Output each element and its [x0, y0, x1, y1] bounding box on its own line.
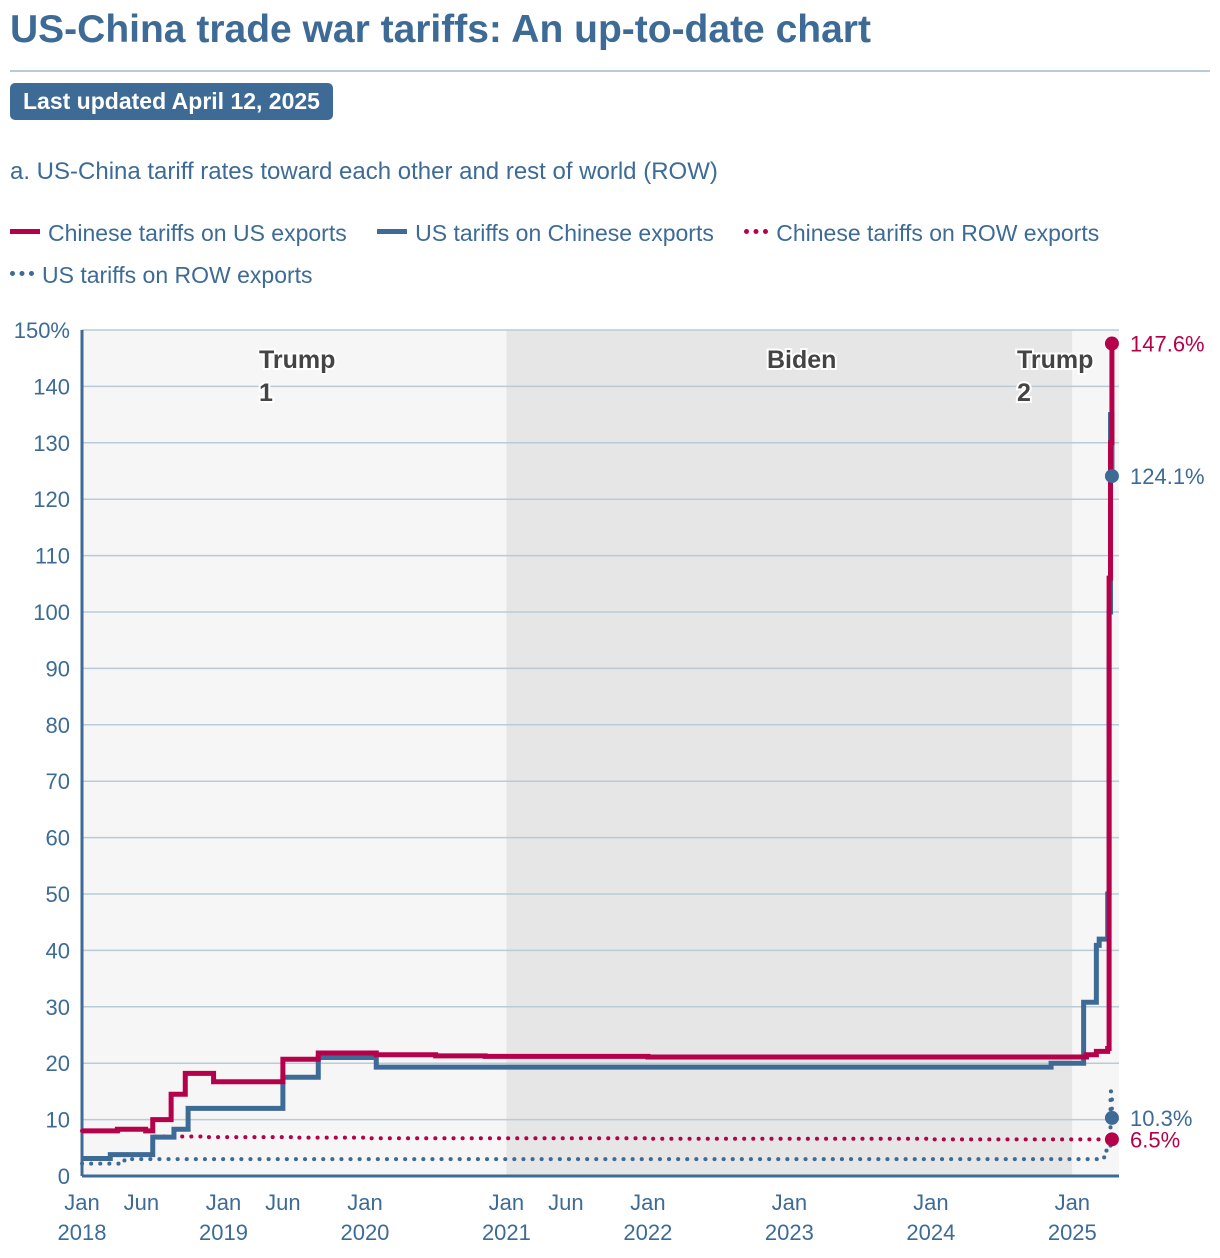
x-tick-year-label: 2022: [623, 1220, 672, 1245]
legend-swatch-dotted-red: [744, 229, 769, 235]
y-tick-label: 100: [33, 600, 70, 625]
x-tick-label: Jun: [124, 1190, 159, 1215]
series-end-marker: [1104, 469, 1119, 484]
page-title: US-China trade war tariffs: An up-to-dat…: [10, 8, 871, 51]
period-shade-0: [82, 330, 507, 1176]
x-tick-label: Jun: [548, 1190, 583, 1215]
series-end-marker: [1104, 336, 1119, 351]
series-end-label: 6.5%: [1130, 1127, 1180, 1152]
chart-subtitle: a. US-China tariff rates toward each oth…: [10, 158, 718, 185]
x-tick-label: Jan: [1055, 1190, 1090, 1215]
y-tick-label: 130: [33, 431, 70, 456]
legend-label: Chinese tariffs on US exports: [48, 220, 347, 246]
x-tick-year-label: 2018: [58, 1220, 107, 1245]
legend-swatch-solid-blue: [377, 229, 408, 235]
x-tick-year-label: 2023: [765, 1220, 814, 1245]
x-tick-label: Jun: [265, 1190, 300, 1215]
series-line-us-tariffs-on-row-exports: [80, 1089, 1114, 1166]
y-tick-label: 60: [46, 826, 70, 851]
y-tick-label: 80: [46, 713, 70, 738]
y-tick-label: 110: [35, 544, 70, 569]
series-end-label: 147.6%: [1130, 332, 1205, 357]
x-tick-year-label: 2020: [340, 1220, 389, 1245]
series-end-marker: [1104, 1132, 1119, 1147]
period-label-line2: 2: [1017, 379, 1031, 407]
x-tick-year-label: 2024: [906, 1220, 955, 1245]
x-tick-label: Jan: [913, 1190, 948, 1215]
period-label-line2: 1: [259, 379, 273, 407]
legend-item-us-tariffs-china: US tariffs on Chinese exports: [377, 212, 714, 254]
x-tick-label: Jan: [630, 1190, 665, 1215]
y-tick-label: 70: [46, 769, 70, 794]
x-tick-year-label: 2019: [199, 1220, 248, 1245]
legend-swatch-solid-red: [10, 229, 40, 235]
x-tick-label: Jan: [64, 1190, 99, 1215]
series-end-label: 10.3%: [1130, 1106, 1192, 1131]
series-end-label: 124.1%: [1130, 464, 1205, 489]
y-tick-label: 140: [33, 374, 70, 399]
y-tick-label: 50: [46, 882, 70, 907]
legend-item-chinese-tariffs-us: Chinese tariffs on US exports: [10, 212, 347, 254]
x-tick-label: Jan: [206, 1190, 241, 1215]
x-tick-label: Jan: [347, 1190, 382, 1215]
y-tick-label: 40: [46, 938, 70, 963]
x-tick-year-label: 2021: [482, 1220, 531, 1245]
y-tick-label: 30: [46, 995, 70, 1020]
period-shade-1: [506, 330, 1073, 1176]
y-tick-label: 0: [58, 1164, 70, 1189]
y-tick-label: 120: [33, 487, 70, 512]
x-tick-year-label: 2025: [1048, 1220, 1097, 1245]
legend-label: Chinese tariffs on ROW exports: [776, 220, 1100, 246]
series-line-chinese-tariffs-on-us-exports: [82, 343, 1115, 1134]
x-tick-label: Jan: [489, 1190, 524, 1215]
y-tick-label: 10: [46, 1108, 70, 1133]
y-tick-label: 90: [46, 656, 70, 681]
period-label: Trump: [259, 346, 335, 374]
legend-swatch-dotted-blue: [10, 271, 34, 277]
series-end-marker: [1104, 1110, 1119, 1125]
legend-label: US tariffs on ROW exports: [42, 262, 313, 288]
y-tick-label: 20: [46, 1051, 70, 1076]
chart-legend: Chinese tariffs on US exports US tariffs…: [10, 212, 1190, 296]
period-label: Trump: [1017, 346, 1093, 374]
y-tick-label: 150%: [14, 318, 70, 343]
legend-item-us-tariffs-row: US tariffs on ROW exports: [10, 254, 313, 296]
x-tick-label: Jan: [772, 1190, 807, 1215]
legend-item-chinese-tariffs-row: Chinese tariffs on ROW exports: [744, 212, 1099, 254]
period-label: Biden: [767, 346, 836, 374]
last-updated-badge: Last updated April 12, 2025: [10, 83, 333, 120]
legend-label: US tariffs on Chinese exports: [415, 220, 714, 246]
title-divider: [10, 70, 1210, 72]
